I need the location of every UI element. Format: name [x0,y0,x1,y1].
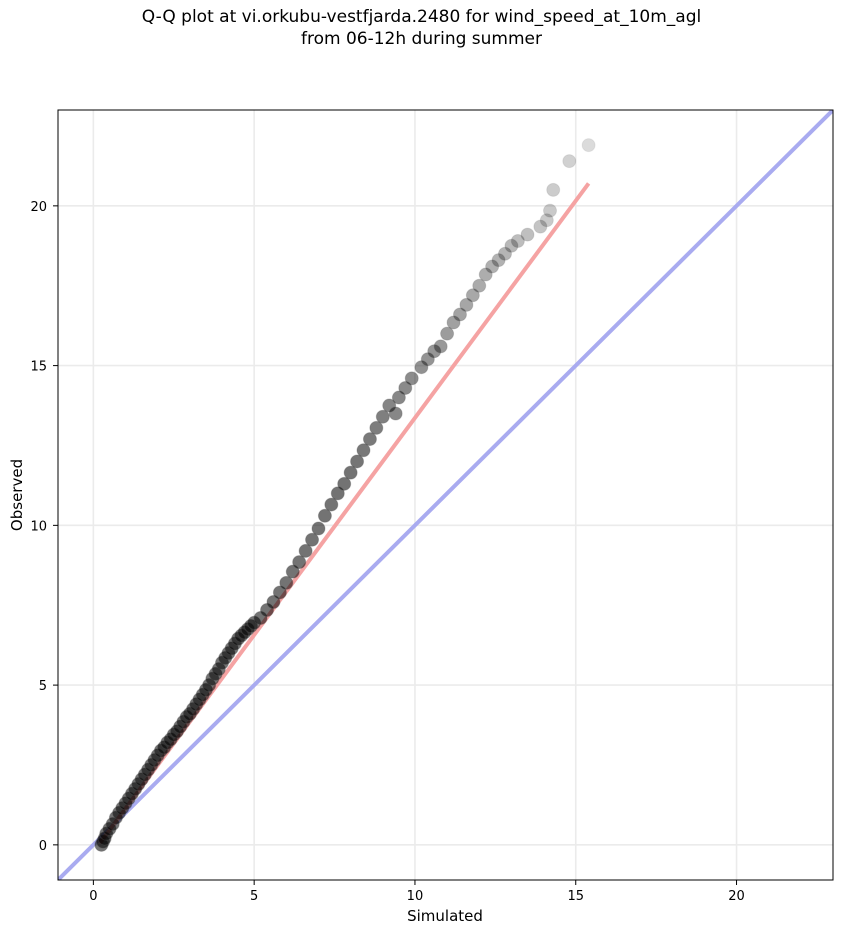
qq-point [543,203,558,218]
qq-point [533,219,548,234]
qq-point [581,138,596,153]
qq-point [398,380,413,395]
qq-point [546,182,561,197]
chart-title: Q-Q plot at vi.orkubu-vestfjarda.2480 fo… [0,6,843,50]
qq-point [497,246,512,261]
qq-point [298,543,313,558]
qq-point [324,497,339,512]
x-tick-label: 5 [250,889,258,904]
qq-point [343,465,358,480]
qq-point [491,253,506,268]
qq-point [362,432,377,447]
qq-point [317,508,332,523]
qq-point [520,227,535,242]
qq-point [266,595,281,610]
chart-title-line-2: from 06-12h during summer [301,29,542,49]
qq-point [485,259,500,274]
qq-point [539,213,554,228]
qq-point [391,390,406,405]
x-tick-label: 20 [728,889,745,904]
qq-point [420,352,435,367]
qq-point [382,398,397,413]
qq-point [433,339,448,354]
y-tick-label: 5 [39,679,47,694]
qq-point [285,564,300,579]
qq-point [404,371,419,386]
qq-point [440,326,455,341]
qq-point [279,575,294,590]
ticks: 0 5 10 15 20 0 5 10 15 20 [30,200,744,904]
plot-frame [57,109,834,881]
qq-point [272,585,287,600]
y-tick-label: 15 [30,360,47,375]
x-tick-label: 10 [407,889,424,904]
qq-point [446,315,461,330]
x-axis-label: Simulated [407,907,483,925]
qq-point [330,486,345,501]
qq-point [478,267,493,282]
qq-point [388,406,403,421]
x-tick-label: 0 [89,889,97,904]
y-tick-label: 0 [39,839,47,854]
qq-point [510,233,525,248]
qq-point [356,443,371,458]
one-to-one-line [58,110,833,880]
qq-point [452,307,467,322]
x-tick-label: 15 [567,889,584,904]
grid [58,110,833,880]
qq-point [337,476,352,491]
qq-point [562,154,577,169]
qq-point [414,360,429,375]
points [94,138,596,852]
y-tick-label: 10 [30,519,47,534]
qq-point [504,238,519,253]
y-tick-label: 20 [30,200,47,215]
qq-point [350,454,365,469]
qq-point [427,344,442,359]
qq-point [311,521,326,536]
qq-point [375,409,390,424]
qq-point [305,532,320,547]
qq-point [465,288,480,303]
y-axis-label: Observed [8,459,26,531]
qq-point [292,555,307,570]
qq-point [472,278,487,293]
qq-point [369,420,384,435]
chart-title-line-1: Q-Q plot at vi.orkubu-vestfjarda.2480 fo… [141,7,702,27]
qq-point [459,297,474,312]
